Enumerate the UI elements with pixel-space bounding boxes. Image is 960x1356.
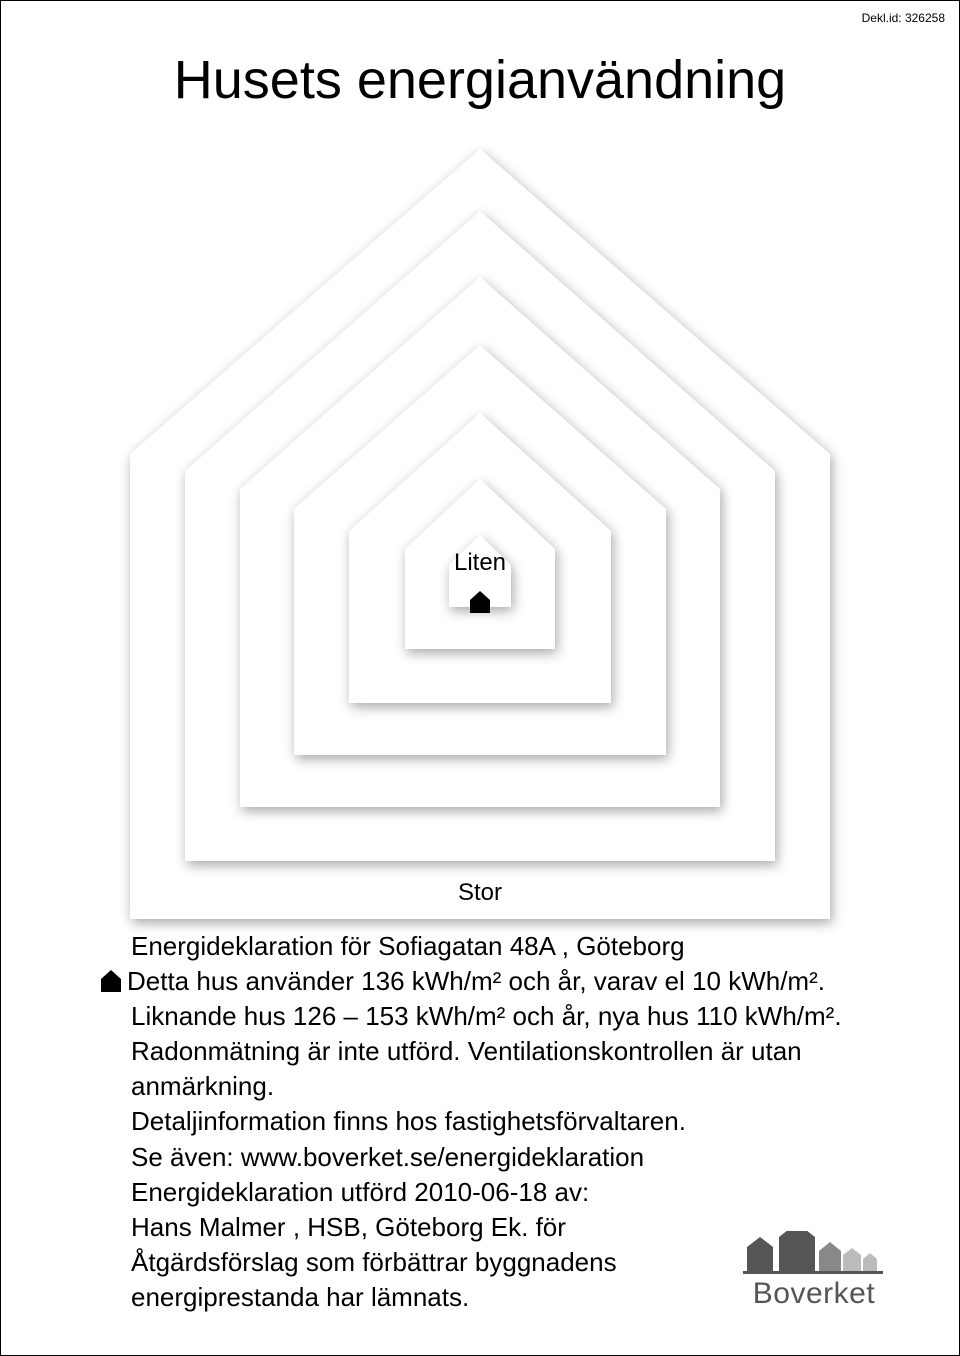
declaration-id: Dekl.id: 326258 <box>862 11 945 25</box>
line-similar: Liknande hus 126 – 153 kWh/m² och år, ny… <box>131 999 889 1034</box>
line-radon: Radonmätning är inte utförd. Ventilation… <box>131 1034 889 1104</box>
page: Dekl.id: 326258 Husets energianvändning … <box>0 0 960 1356</box>
label-liten: Liten <box>454 549 506 577</box>
house-marker-icon <box>470 591 490 613</box>
label-stor: Stor <box>458 879 502 907</box>
boverket-logo: Boverket <box>719 1231 909 1311</box>
boverket-logo-text: Boverket <box>719 1277 909 1311</box>
line2-text: Detta hus använder 136 kWh/m² och år, va… <box>127 966 825 996</box>
page-title: Husets energianvändning <box>1 49 959 111</box>
energy-house-diagram: Liten Stor <box>130 149 830 919</box>
line-performed: Energideklaration utförd 2010-06-18 av: <box>131 1175 889 1210</box>
line-address: Energideklaration för Sofiagatan 48A , G… <box>131 929 889 964</box>
line-seealso: Se även: www.boverket.se/energideklarati… <box>131 1140 889 1175</box>
line-usage: Detta hus använder 136 kWh/m² och år, va… <box>131 964 889 999</box>
boverket-logo-icon <box>739 1231 889 1275</box>
house-marker-icon <box>101 970 121 992</box>
line-detail: Detaljinformation finns hos fastighetsfö… <box>131 1104 889 1139</box>
address: Sofiagatan 48A , Göteborg <box>378 931 684 961</box>
line1-prefix: Energideklaration för <box>131 931 378 961</box>
